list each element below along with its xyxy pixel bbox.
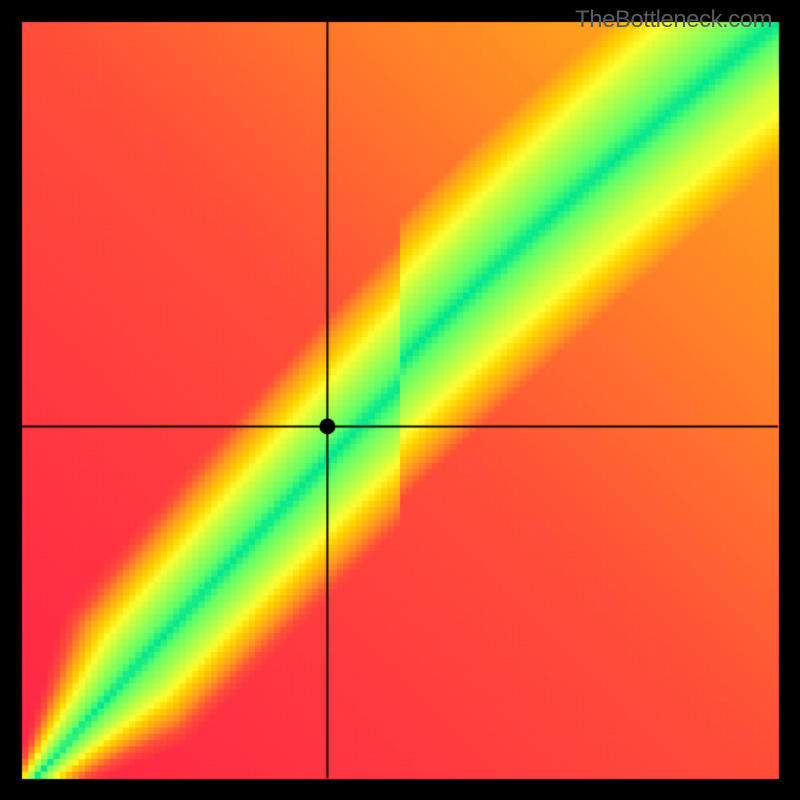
watermark-label: TheBottleneck.com <box>575 6 772 34</box>
bottleneck-heatmap <box>0 0 800 800</box>
chart-container: TheBottleneck.com <box>0 0 800 800</box>
